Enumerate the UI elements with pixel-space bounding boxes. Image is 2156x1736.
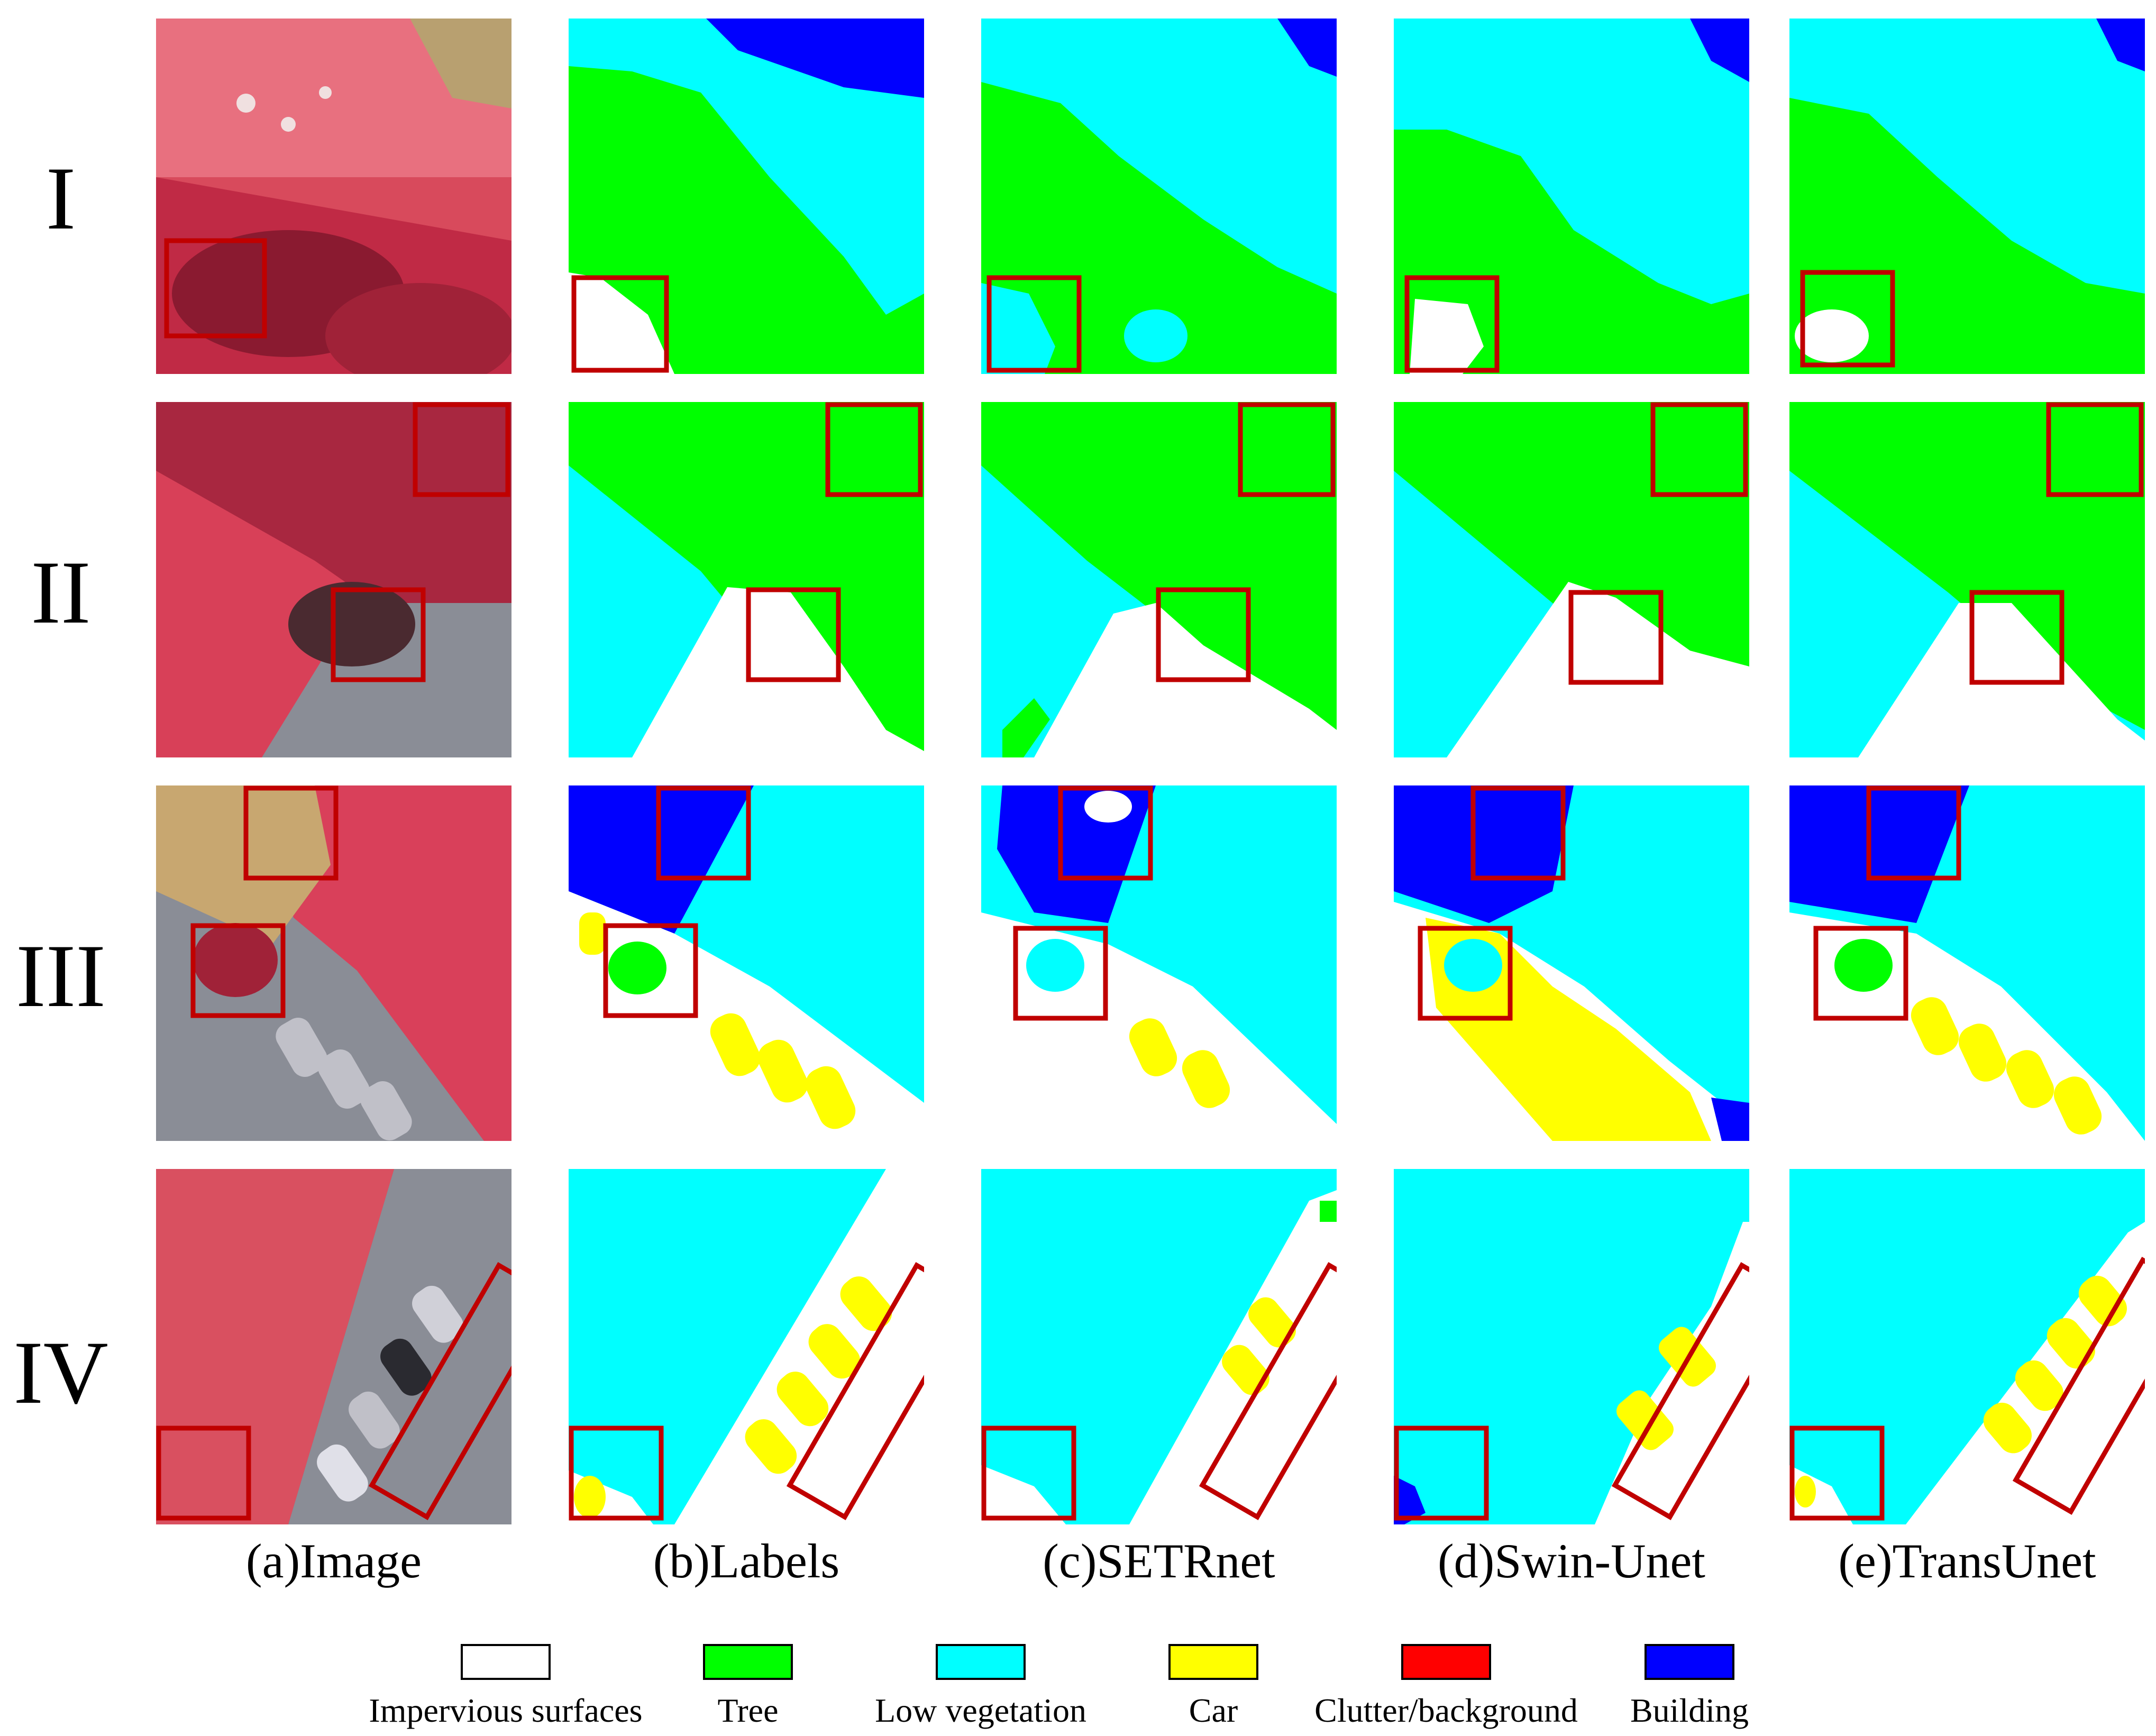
column-label-labels: (b)Labels — [653, 1534, 840, 1588]
tile-image-row-iv — [156, 1169, 511, 1524]
legend-swatch-low-vegetation — [936, 1644, 1026, 1680]
highlight-box — [825, 402, 923, 497]
highlight-box — [156, 1426, 251, 1521]
highlight-box — [1470, 785, 1566, 881]
legend-label-tree: Tree — [717, 1692, 779, 1729]
legend-swatch-tree — [703, 1644, 793, 1680]
tile-swinunet-row-iv — [1394, 1169, 1749, 1524]
column-label-swinunet: (d)Swin-Unet — [1438, 1534, 1705, 1588]
highlight-box — [1199, 1262, 1337, 1520]
highlight-box — [746, 587, 841, 682]
column-label-setrnet: (c)SETRnet — [1043, 1534, 1275, 1588]
tile-swinunet-row-iii — [1394, 785, 1749, 1141]
legend-label-building: Building — [1630, 1692, 1749, 1729]
legend-swatch-building — [1645, 1644, 1734, 1680]
highlight-box — [571, 275, 669, 373]
tile-labels-row-iv — [569, 1169, 924, 1524]
tile-image-row-iii — [156, 785, 511, 1141]
column-label-image: (a)Image — [246, 1534, 422, 1588]
legend-swatch-clutter — [1401, 1644, 1491, 1680]
highlight-box — [243, 785, 339, 881]
tile-swinunet-row-i — [1394, 19, 1749, 374]
row-label-ii: II — [31, 543, 91, 642]
legend-label-impervious: Impervious surfaces — [369, 1692, 643, 1729]
tile-setrnet-row-iii — [981, 785, 1337, 1141]
tile-labels-row-i — [569, 19, 924, 374]
legend-label-clutter: Clutter/background — [1314, 1692, 1578, 1729]
highlight-box — [1568, 590, 1664, 685]
tile-image-row-i — [156, 19, 511, 374]
highlight-box — [1650, 402, 1748, 497]
row-label-iii: III — [16, 926, 106, 1026]
highlight-box — [1813, 926, 1908, 1021]
highlight-box — [986, 275, 1082, 373]
highlight-box — [1394, 1426, 1489, 1521]
highlight-box — [1969, 590, 2064, 685]
tile-setrnet-row-ii — [981, 402, 1337, 757]
tile-setrnet-row-iv — [981, 1169, 1337, 1524]
highlight-box — [603, 923, 698, 1018]
highlight-box — [1866, 785, 1961, 881]
highlight-box — [413, 402, 510, 497]
highlight-box — [786, 1262, 924, 1520]
highlight-box — [656, 785, 751, 881]
row-label-i: I — [45, 149, 76, 248]
highlight-box — [1238, 402, 1336, 497]
highlight-box — [1156, 587, 1251, 682]
highlight-box — [569, 1426, 664, 1521]
tile-transunet-row-ii — [1789, 402, 2145, 757]
highlight-box — [164, 238, 267, 339]
highlight-box — [1013, 926, 1108, 1021]
highlight-box — [1418, 926, 1513, 1021]
highlight-box — [1611, 1262, 1749, 1520]
tile-labels-row-ii — [569, 402, 924, 757]
highlight-box — [1404, 275, 1500, 373]
highlight-box — [1789, 1426, 1885, 1521]
legend-swatch-car — [1168, 1644, 1258, 1680]
highlight-box — [981, 1426, 1076, 1521]
highlight-box — [2012, 1257, 2145, 1515]
row-label-iv: IV — [13, 1323, 108, 1422]
tile-labels-row-iii — [569, 785, 924, 1141]
legend-label-car: Car — [1189, 1692, 1238, 1729]
highlight-box — [368, 1262, 511, 1520]
tile-transunet-row-iv — [1789, 1169, 2145, 1524]
tile-transunet-row-i — [1789, 19, 2145, 374]
highlight-box — [331, 587, 426, 682]
highlight-box — [190, 923, 286, 1018]
highlight-box — [1800, 270, 1895, 368]
tile-image-row-ii — [156, 402, 511, 757]
tile-swinunet-row-ii — [1394, 402, 1749, 757]
column-label-transunet: (e)TransUnet — [1838, 1534, 2096, 1588]
legend-swatch-impervious — [461, 1644, 551, 1680]
tile-setrnet-row-i — [981, 19, 1337, 374]
legend-label-low-vegetation: Low vegetation — [875, 1692, 1086, 1729]
highlight-box — [1058, 785, 1153, 881]
tile-transunet-row-iii — [1789, 785, 2145, 1141]
highlight-box — [2046, 402, 2144, 497]
